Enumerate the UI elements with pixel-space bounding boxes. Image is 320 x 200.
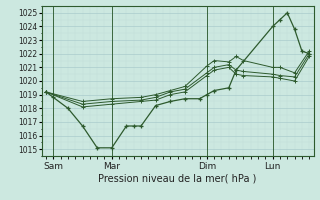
X-axis label: Pression niveau de la mer( hPa ): Pression niveau de la mer( hPa ) (99, 173, 257, 183)
